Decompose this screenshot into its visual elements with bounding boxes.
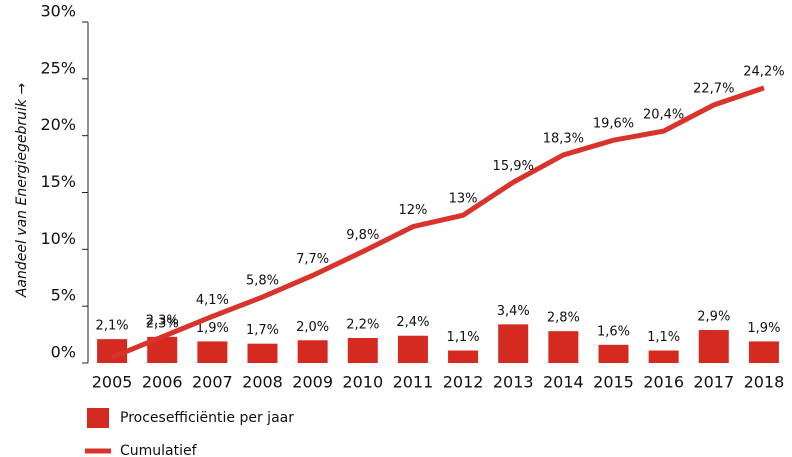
legend-label: Procesefficiëntie per jaar <box>120 410 294 426</box>
bar <box>748 341 779 363</box>
bar-label: 1,7% <box>246 323 279 338</box>
y-tick-label: 0% <box>51 343 76 362</box>
line-label: 18,3% <box>543 131 584 146</box>
bar-label: 1,9% <box>196 321 229 336</box>
bar <box>548 331 579 363</box>
cumulative-line <box>111 85 765 360</box>
bar <box>498 324 529 363</box>
bar <box>247 343 278 363</box>
line-label: 7,7% <box>296 252 329 267</box>
y-tick-label: 25% <box>40 58 76 77</box>
x-tick-label: 2009 <box>292 373 333 392</box>
line-label: 20,4% <box>643 108 684 123</box>
bar-label: 2,1% <box>96 319 129 334</box>
bar-label: 2,4% <box>396 315 429 330</box>
x-tick-label: 2016 <box>643 373 684 392</box>
line-label: 22,7% <box>693 81 734 96</box>
x-tick-label: 2008 <box>242 373 283 392</box>
line-label: 12% <box>398 203 427 218</box>
line-label: 5,8% <box>246 274 279 289</box>
line-label: 4,1% <box>196 293 229 308</box>
bar <box>698 330 729 363</box>
line-label: 13% <box>449 192 478 207</box>
x-tick-label: 2007 <box>192 373 233 392</box>
bar-label: 2,2% <box>346 317 379 332</box>
x-tick-label: 2011 <box>393 373 434 392</box>
line-label: 9,8% <box>346 228 379 243</box>
bar <box>598 344 629 363</box>
y-tick-label: 20% <box>40 115 76 134</box>
bar <box>197 341 228 363</box>
x-tick-label: 2015 <box>593 373 634 392</box>
y-tick-label: 15% <box>40 172 76 191</box>
bar <box>297 340 328 363</box>
x-tick-label: 2013 <box>493 373 534 392</box>
x-tick-label: 2005 <box>92 373 133 392</box>
bar-label: 2,0% <box>296 320 329 335</box>
legend-label: Cumulatief <box>120 443 198 457</box>
x-tick-label: 2010 <box>342 373 383 392</box>
bar <box>97 339 128 363</box>
bar <box>397 335 428 363</box>
line-label: 19,6% <box>593 117 634 132</box>
bar-label: 1,1% <box>647 330 680 345</box>
x-tick-label: 2006 <box>142 373 183 392</box>
bar <box>648 350 679 363</box>
x-tick-label: 2012 <box>443 373 484 392</box>
bar-label: 2,3% <box>146 316 179 331</box>
y-tick-label: 5% <box>51 286 76 305</box>
y-tick-label: 10% <box>40 229 76 248</box>
bar-label: 1,1% <box>447 330 480 345</box>
bar-label: 1,6% <box>597 324 630 339</box>
y-axis-label: Aandeel van Energiegebruik → <box>14 83 30 299</box>
line-label: 24,2% <box>743 64 784 79</box>
bar <box>448 350 479 363</box>
bar-label: 2,8% <box>547 311 580 326</box>
bar <box>347 337 378 363</box>
y-tick-label: 30% <box>40 2 76 21</box>
x-tick-label: 2014 <box>543 373 584 392</box>
line-label: 2,3% <box>146 313 179 328</box>
x-tick-label: 2018 <box>744 373 785 392</box>
legend-swatch <box>87 408 109 428</box>
bar-label: 2,9% <box>697 310 730 325</box>
x-tick-label: 2017 <box>693 373 734 392</box>
line-label: 15,9% <box>493 159 534 174</box>
bar-label: 3,4% <box>497 304 530 319</box>
bar-label: 1,9% <box>747 321 780 336</box>
